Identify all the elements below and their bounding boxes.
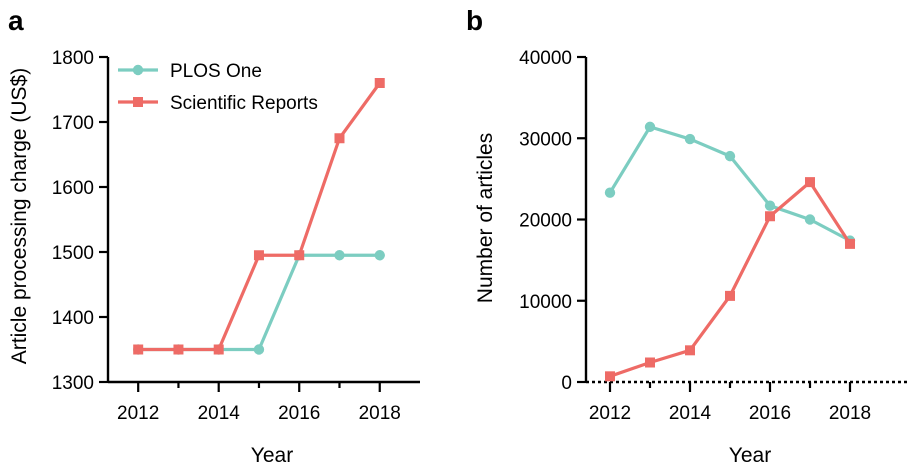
data-point <box>334 250 345 261</box>
panel-b-letter: b <box>466 5 483 36</box>
data-point <box>845 238 855 249</box>
panel-a-ticks: 1300 1400 1500 1600 1700 1800 2012 2014 2016 2018 <box>52 48 401 424</box>
panel-b-series <box>604 121 856 382</box>
y-tick-label: 1300 <box>52 373 94 394</box>
y-tick-label: 1800 <box>52 48 94 69</box>
data-point <box>173 344 184 355</box>
y-tick-label: 0 <box>561 373 572 394</box>
legend-item: Scientific Reports <box>118 93 318 114</box>
series-line <box>138 82 382 352</box>
panel-b-ticks: 0 10000 20000 30000 40000 2012 2014 2016 2018 <box>519 48 871 424</box>
data-point <box>605 371 615 382</box>
y-tick-label: 30000 <box>519 129 572 150</box>
legend: PLOS One Scientific Reports <box>118 61 318 114</box>
legend-item: PLOS One <box>118 61 262 82</box>
panel-a-x-axis-title: Year <box>251 444 293 467</box>
data-point <box>253 250 264 261</box>
x-tick-label: 2012 <box>589 403 631 424</box>
data-point <box>374 78 385 88</box>
x-tick-label: 2018 <box>829 403 871 424</box>
data-point <box>725 290 735 301</box>
panel-a-letter: a <box>8 5 24 36</box>
legend-label: Scientific Reports <box>170 93 318 114</box>
series-scientific-reports <box>133 78 385 355</box>
panel-b-axes <box>584 57 910 384</box>
y-tick-label: 10000 <box>519 292 572 313</box>
data-point <box>764 200 776 211</box>
x-tick-label: 2018 <box>359 403 401 424</box>
data-point <box>684 133 696 145</box>
x-tick-label: 2014 <box>198 403 241 424</box>
x-tick-label: 2016 <box>749 403 791 424</box>
panel-a-series <box>132 78 385 355</box>
data-point <box>334 133 345 144</box>
panel-a-y-axis-title: Article processing charge (US$) <box>8 68 31 364</box>
data-point <box>685 345 695 356</box>
y-tick-label: 1400 <box>52 308 94 329</box>
x-tick-label: 2014 <box>669 403 712 424</box>
series-scientific-reports <box>605 177 855 382</box>
y-tick-label: 1600 <box>52 178 94 199</box>
data-point <box>724 150 736 162</box>
panel-b-y-axis-title: Number of articles <box>474 133 497 303</box>
panel-b-x-axis-title: Year <box>729 444 771 467</box>
data-point <box>133 344 144 355</box>
data-point <box>765 211 775 222</box>
data-point <box>604 187 616 198</box>
series-plos-one <box>132 250 385 355</box>
y-tick-label: 1700 <box>52 113 94 134</box>
data-point <box>294 250 305 261</box>
panel-a-axes <box>106 57 420 384</box>
legend-label: PLOS One <box>170 61 262 82</box>
data-point <box>213 344 224 355</box>
data-point <box>644 121 656 133</box>
series-plos-one <box>604 121 856 246</box>
panel-a: a 1300 1400 1500 1600 1700 1800 2012 2014 2016 20… <box>8 5 420 467</box>
series-line <box>138 253 380 352</box>
y-tick-label: 20000 <box>519 211 572 232</box>
y-tick-label: 1500 <box>52 243 94 264</box>
data-point <box>645 357 655 368</box>
data-point <box>805 177 815 188</box>
x-tick-label: 2012 <box>117 403 159 424</box>
y-tick-label: 40000 <box>519 48 572 69</box>
data-point <box>374 250 385 261</box>
data-point <box>253 344 265 355</box>
x-tick-label: 2016 <box>278 403 320 424</box>
series-line <box>609 180 852 378</box>
legend-marker <box>133 97 143 107</box>
legend-marker <box>132 64 144 76</box>
data-point <box>804 214 816 225</box>
